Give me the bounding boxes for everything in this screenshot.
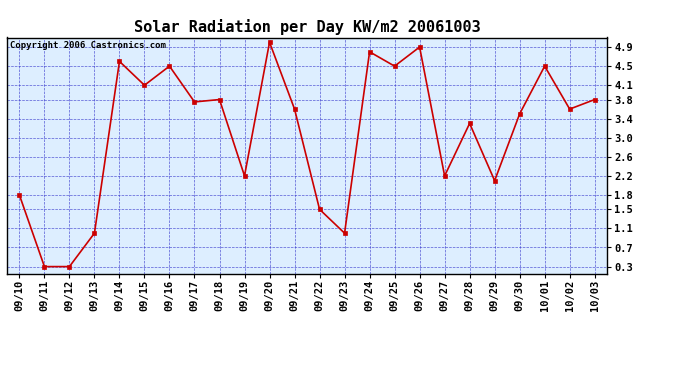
Text: Copyright 2006 Castronics.com: Copyright 2006 Castronics.com [10, 41, 166, 50]
Title: Solar Radiation per Day KW/m2 20061003: Solar Radiation per Day KW/m2 20061003 [134, 19, 480, 35]
